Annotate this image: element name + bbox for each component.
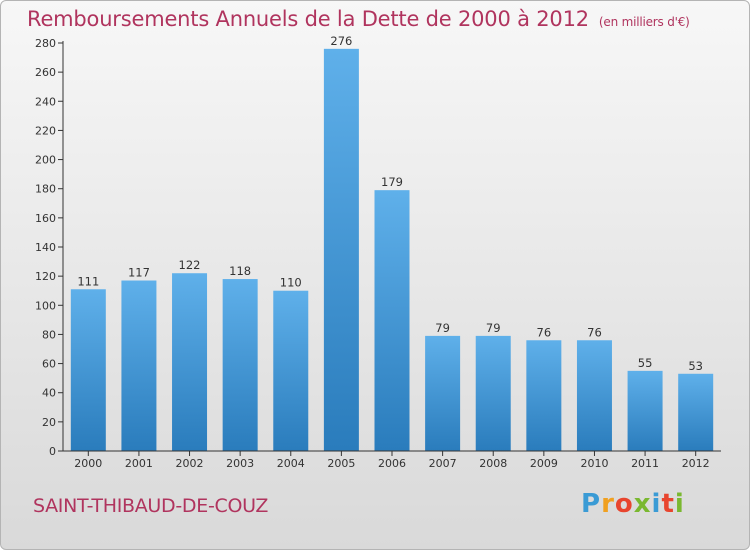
bar-value-label: 122	[179, 258, 201, 272]
bar-value-label: 53	[688, 359, 703, 373]
title-text: Remboursements Annuels de la Dette de 20…	[27, 7, 589, 31]
bars: 111 117 122 118 110 276 179 79 79 76 76 55 53	[70, 34, 714, 451]
bar-value-label: 55	[638, 356, 653, 370]
bar	[70, 289, 106, 451]
y-tick-label: 60	[42, 358, 56, 371]
bar	[475, 335, 511, 451]
bar	[374, 190, 410, 451]
y-tick-label: 20	[42, 416, 56, 429]
x-tick-label: 2005	[327, 457, 355, 470]
x-tick-label: 2001	[125, 457, 153, 470]
y-tick-label: 0	[49, 445, 56, 458]
bar	[627, 370, 663, 451]
chart-title: Remboursements Annuels de la Dette de 20…	[27, 7, 690, 31]
x-tick-label: 2003	[226, 457, 254, 470]
bar-value-label: 110	[280, 276, 302, 290]
city-name: SAINT-THIBAUD-DE-COUZ	[33, 495, 269, 517]
y-tick-label: 180	[35, 183, 56, 196]
y-tick-label: 280	[35, 37, 56, 50]
x-tick-label: 2012	[682, 457, 710, 470]
y-tick-label: 200	[35, 154, 56, 167]
bar-value-label: 79	[435, 321, 450, 335]
title-unit: (en milliers d'€)	[598, 15, 690, 29]
bar	[576, 340, 612, 451]
bar	[273, 290, 309, 451]
bar	[172, 273, 208, 451]
y-tick-label: 220	[35, 124, 56, 137]
y-tick-label: 160	[35, 212, 56, 225]
bar	[121, 280, 157, 451]
logo-letter: i	[674, 489, 685, 519]
logo-letter: x	[633, 489, 652, 519]
y-tick-label: 240	[35, 95, 56, 108]
proxiti-logo: Proxiti	[581, 489, 685, 519]
x-axis: 2000 2001 2002 2003 2004 2005 2006 2007 2008 2009…	[63, 450, 721, 470]
logo-letter: o	[614, 489, 634, 519]
bar-value-label: 117	[128, 266, 150, 280]
y-tick-label: 260	[35, 66, 56, 79]
y-tick-label: 120	[35, 270, 56, 283]
bar	[323, 48, 359, 451]
y-tick-label: 140	[35, 241, 56, 254]
logo-letter: i	[651, 489, 662, 519]
y-tick-label: 40	[42, 387, 56, 400]
logo-letter: t	[661, 489, 675, 519]
x-tick-label: 2010	[580, 457, 608, 470]
logo-letter: r	[601, 489, 615, 519]
bar	[425, 335, 461, 451]
bar	[222, 279, 258, 451]
bar-value-label: 111	[77, 274, 99, 288]
x-tick-label: 2007	[429, 457, 457, 470]
y-tick-label: 80	[42, 328, 56, 341]
y-tick-label: 100	[35, 299, 56, 312]
x-tick-label: 2006	[378, 457, 406, 470]
logo-letter: P	[581, 489, 602, 519]
bar-value-label: 118	[229, 264, 251, 278]
x-tick-label: 2009	[530, 457, 558, 470]
x-tick-label: 2008	[479, 457, 507, 470]
x-tick-label: 2004	[277, 457, 305, 470]
x-tick-label: 2002	[176, 457, 204, 470]
bar-value-label: 76	[587, 325, 602, 339]
bar-value-label: 276	[330, 34, 352, 48]
x-tick-label: 2011	[631, 457, 659, 470]
bar-value-label: 179	[381, 175, 403, 189]
bar	[678, 373, 714, 451]
bar	[526, 340, 562, 451]
bar-value-label: 76	[537, 325, 552, 339]
x-tick-label: 2000	[74, 457, 102, 470]
y-axis: 0 20 40 60 80 100 120 140 160 180 200 220 240 260 280	[35, 37, 64, 458]
bar-value-label: 79	[486, 321, 501, 335]
